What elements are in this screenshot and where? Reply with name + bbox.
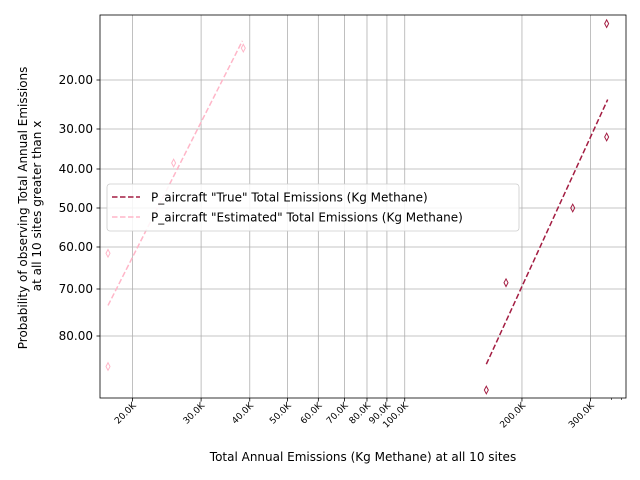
series-layer [105,18,610,395]
legend-box [106,183,520,232]
y-axis-label: Probability of observing Total Annual Em… [16,63,44,349]
legend: P_aircraft "True" Total Emissions (Kg Me… [106,183,520,232]
y-tick-label: 40.00 [59,162,93,176]
series-1-point [105,248,111,259]
series-1-point [240,43,246,54]
y-tick-label: 70.00 [59,282,93,296]
x-tick-label: 20.0K [113,400,139,426]
x-tick-label: 40.0K [230,400,256,426]
x-tick-label: 70.0K [325,400,351,426]
series-1-point [171,158,177,168]
y-axis-label-line-2: at all 10 sites greater than x [30,121,44,292]
grid [100,15,626,398]
series-1-point [105,361,111,372]
y-tick-label: 80.00 [59,329,93,343]
x-axis: 20.0K 30.0K 40.0K 50.0K 60.0K 70.0K80.0K90.0K… [113,398,622,431]
series-0-point [503,277,509,288]
y-tick-label: 50.00 [59,201,93,215]
legend-label-0: P_aircraft "True" Total Emissions (Kg Me… [151,191,428,205]
y-tick-label: 60.00 [59,240,93,254]
legend-label-1: P_aircraft "Estimated" Total Emissions (… [151,211,463,225]
series-1 [105,40,246,372]
x-tick-label: 300.0K [567,400,597,430]
series-0-point [604,132,610,142]
y-axis: 20.00 30.00 40.00 50.00 60.00 70.00 80.00 [59,73,100,343]
series-1-fit-line [107,40,244,306]
plot-frame [99,14,627,399]
x-tick-label: 50.0K [268,400,294,426]
series-0-point [483,385,489,395]
x-tick-label: 60.0K [299,400,325,426]
y-axis-label-line-1: Probability of observing Total Annual Em… [16,67,30,350]
series-0-point [604,18,610,29]
series-0-point [570,203,576,213]
series-0 [483,18,610,395]
y-tick-label: 20.00 [59,73,93,87]
y-tick-label: 30.00 [59,122,93,136]
x-tick-label: 30.0K [182,400,208,426]
series-0-fit-line [485,99,609,365]
x-tick-label: 200.0K [499,400,529,430]
x-axis-label: Total Annual Emissions (Kg Methane) at a… [209,450,516,464]
